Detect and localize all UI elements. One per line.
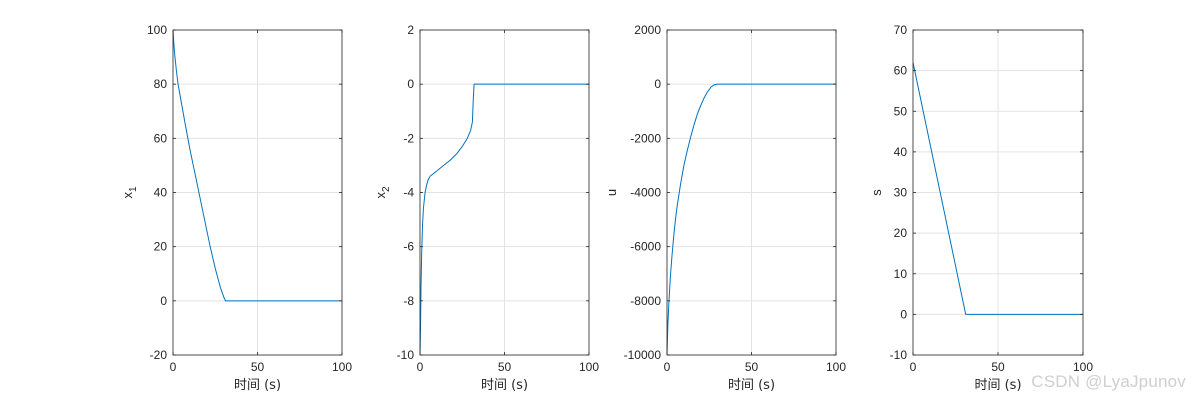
x-tick-label: 0 [664,360,671,374]
x-tick-label: 0 [417,360,424,374]
x-tick-label: 0 [910,360,917,374]
y-axis-label-subscript: 2 [381,186,392,192]
y-tick-label: 60 [894,64,908,78]
x-axis-label: 时间 (s) [728,378,775,393]
y-tick-label: -2000 [630,131,661,145]
y-tick-label: -10 [397,348,415,362]
y-axis-label: u [604,189,619,196]
y-tick-label: 0 [160,294,167,308]
y-tick-label: 40 [894,145,908,159]
y-tick-label: 0 [407,77,414,91]
x-tick-label: 50 [498,360,512,374]
y-tick-label: 30 [894,186,908,200]
x-tick-label: 100 [826,360,846,374]
y-tick-label: 0 [900,307,907,321]
series-line [912,62,1083,315]
y-axis-label-main: s [869,189,884,196]
y-tick-label: 40 [154,186,168,200]
y-tick-label: -6 [403,240,414,254]
x-axis-label: 时间 (s) [481,378,528,393]
y-tick-label: 10 [894,267,908,281]
x-tick-label: 100 [579,360,599,374]
y-tick-label: 2 [407,23,414,37]
watermark-text: CSDN @LyaJpunov [1031,372,1186,391]
x-tick-label: 100 [332,360,352,374]
y-axis-label: x2 [373,186,392,199]
y-tick-label: 2000 [634,23,661,37]
x-tick-label: 50 [745,360,759,374]
series-line [666,83,836,356]
y-tick-label: 60 [154,131,168,145]
subplot-3: 0 50 100 -10000 -8000 -6000 -4000 -2000 0 2000 时间 … [604,23,846,393]
y-tick-label: 80 [154,77,168,91]
x-axis-label: 时间 (s) [234,378,281,393]
y-tick-label: 0 [654,77,661,91]
x-tick-label: 50 [991,360,1005,374]
series-line [419,83,589,356]
y-tick-label: -8000 [630,294,661,308]
y-axis-label-main: x [373,192,388,199]
series-line [172,29,342,302]
x-axis-label: 时间 (s) [974,378,1021,393]
y-tick-label: -6000 [630,240,661,254]
x-tick-label: 100 [1073,360,1093,374]
y-tick-label: 50 [894,104,908,118]
y-axis-label-subscript: 1 [128,186,139,192]
y-tick-label: -8 [403,294,414,308]
y-tick-label: -4 [403,186,414,200]
y-tick-label: -10 [890,348,908,362]
y-tick-label: -20 [150,348,168,362]
y-axis-label-main: x [120,192,135,199]
y-tick-label: -4000 [630,186,661,200]
y-tick-label: -2 [403,131,414,145]
x-tick-label: 0 [170,360,177,374]
y-axis-label: s [869,189,884,196]
y-tick-label: 20 [154,240,168,254]
y-tick-label: 20 [894,226,908,240]
y-tick-label: 100 [147,23,167,37]
y-axis-label: x1 [120,186,139,199]
x-tick-label: 50 [251,360,265,374]
y-tick-label: -10000 [624,348,662,362]
y-axis-label-main: u [604,189,619,196]
y-tick-label: 70 [894,23,908,37]
